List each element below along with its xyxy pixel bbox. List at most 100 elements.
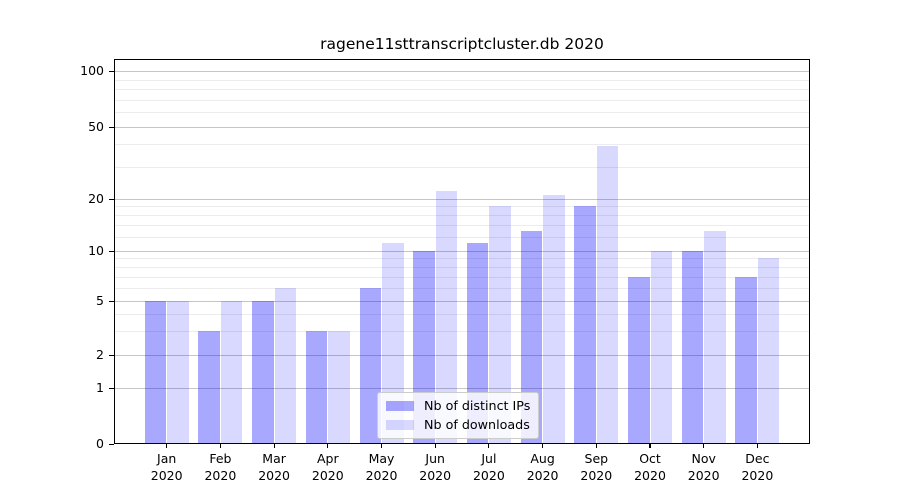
bar-downloads-aug bbox=[543, 194, 565, 443]
y-tick-mark bbox=[109, 388, 114, 390]
x-tick-month: Oct bbox=[639, 451, 661, 466]
x-tick-label: Feb 2020 bbox=[192, 451, 248, 484]
x-tick-mark bbox=[756, 444, 758, 448]
bar-distinct-ips-mar bbox=[252, 301, 274, 443]
bar-distinct-ips-feb bbox=[198, 331, 220, 443]
major-gridline bbox=[115, 71, 809, 72]
legend-swatch-downloads bbox=[386, 420, 414, 430]
x-tick-month: Apr bbox=[316, 451, 339, 466]
x-tick-label: Mar 2020 bbox=[246, 451, 302, 484]
bar-downloads-jun bbox=[435, 191, 458, 443]
x-tick-label: Jan 2020 bbox=[139, 451, 195, 484]
y-tick-label: 20 bbox=[88, 190, 104, 206]
minor-gridline bbox=[115, 331, 809, 333]
minor-gridline bbox=[115, 88, 809, 90]
y-tick-label: 5 bbox=[96, 293, 104, 308]
bar-downloads-dec bbox=[757, 258, 780, 443]
x-tick-month: Jun bbox=[425, 451, 445, 466]
x-tick-month: Mar bbox=[262, 451, 286, 466]
bar-distinct-ips-apr bbox=[305, 331, 328, 443]
minor-gridline bbox=[115, 215, 809, 217]
x-tick-year: 2020 bbox=[526, 467, 559, 483]
x-tick-year: 2020 bbox=[634, 467, 666, 483]
major-gridline bbox=[115, 355, 809, 356]
minor-gridline bbox=[115, 206, 809, 208]
x-tick-month: Sep bbox=[584, 451, 609, 466]
bar-downloads-oct bbox=[650, 250, 672, 443]
y-tick-mark bbox=[109, 301, 114, 303]
x-tick-month: Jul bbox=[481, 451, 497, 466]
major-gridline bbox=[115, 250, 809, 252]
x-tick-month: Feb bbox=[209, 451, 232, 466]
bar-downloads-mar bbox=[274, 287, 297, 443]
bar-downloads-feb bbox=[220, 301, 243, 443]
minor-gridline bbox=[115, 314, 809, 316]
legend-swatch-distinct-ips bbox=[386, 401, 414, 411]
x-tick-label: Oct 2020 bbox=[622, 451, 678, 484]
minor-gridline bbox=[115, 79, 809, 81]
x-tick-mark bbox=[380, 444, 383, 448]
y-tick-mark bbox=[109, 71, 114, 73]
x-tick-mark bbox=[703, 444, 705, 448]
y-tick-label: 100 bbox=[80, 63, 104, 78]
x-tick-month: Nov bbox=[691, 451, 716, 466]
x-tick-month: Jan bbox=[157, 451, 177, 466]
x-tick-year: 2020 bbox=[150, 467, 183, 483]
y-tick-label: 1 bbox=[96, 380, 104, 395]
bar-downloads-sep bbox=[596, 146, 619, 443]
minor-gridline bbox=[115, 144, 809, 146]
x-tick-month: May bbox=[368, 451, 395, 466]
y-tick-mark bbox=[109, 198, 114, 200]
y-tick-label: 2 bbox=[96, 347, 104, 362]
legend-item-distinct-ips: Nb of distinct IPs bbox=[386, 398, 530, 414]
x-tick-label: Apr 2020 bbox=[300, 451, 356, 484]
minor-gridline bbox=[115, 112, 809, 113]
x-tick-mark bbox=[327, 444, 329, 448]
y-tick-mark bbox=[109, 126, 114, 128]
x-tick-label: Jul 2020 bbox=[461, 451, 517, 484]
bar-distinct-ips-nov bbox=[681, 250, 704, 443]
major-gridline bbox=[115, 301, 809, 302]
major-gridline bbox=[115, 388, 809, 389]
x-tick-label: Dec 2020 bbox=[729, 451, 785, 484]
major-gridline bbox=[115, 198, 809, 200]
x-tick-mark bbox=[434, 444, 436, 448]
chart-title: ragene11sttranscriptcluster.db 2020 bbox=[320, 35, 604, 53]
minor-gridline bbox=[115, 225, 809, 227]
x-tick-year: 2020 bbox=[204, 467, 237, 483]
y-tick-mark bbox=[109, 355, 114, 357]
x-tick-label: May 2020 bbox=[354, 451, 410, 484]
y-tick-label: 10 bbox=[88, 242, 104, 258]
minor-gridline bbox=[115, 276, 809, 278]
x-tick-year: 2020 bbox=[580, 467, 613, 483]
legend: Nb of distinct IPs Nb of downloads bbox=[377, 392, 540, 439]
y-tick-label: 50 bbox=[88, 118, 104, 134]
x-tick-month: Aug bbox=[530, 451, 555, 466]
minor-gridline bbox=[115, 236, 809, 238]
x-tick-mark bbox=[595, 444, 597, 448]
bar-downloads-apr bbox=[328, 331, 350, 443]
y-tick-mark bbox=[109, 250, 114, 252]
bar-distinct-ips-sep bbox=[574, 206, 596, 443]
legend-label-downloads: Nb of downloads bbox=[424, 417, 530, 432]
y-tick-mark bbox=[109, 443, 114, 445]
minor-gridline bbox=[115, 258, 809, 260]
major-gridline bbox=[115, 126, 809, 128]
x-tick-label: Jun 2020 bbox=[407, 451, 463, 484]
bar-distinct-ips-oct bbox=[628, 276, 650, 443]
x-tick-year: 2020 bbox=[472, 467, 505, 483]
x-tick-mark bbox=[166, 444, 168, 448]
x-tick-label: Aug 2020 bbox=[515, 451, 571, 484]
x-tick-year: 2020 bbox=[311, 467, 344, 483]
bar-downloads-jul bbox=[489, 206, 511, 443]
x-tick-month: Dec bbox=[745, 451, 770, 466]
x-tick-mark bbox=[542, 444, 544, 448]
x-tick-mark bbox=[273, 444, 275, 448]
x-tick-mark bbox=[219, 444, 221, 448]
minor-gridline bbox=[115, 266, 809, 268]
legend-label-distinct-ips: Nb of distinct IPs bbox=[424, 398, 531, 413]
bar-distinct-ips-may bbox=[359, 287, 381, 443]
bar-distinct-ips-dec bbox=[735, 276, 757, 443]
x-tick-year: 2020 bbox=[258, 467, 290, 483]
